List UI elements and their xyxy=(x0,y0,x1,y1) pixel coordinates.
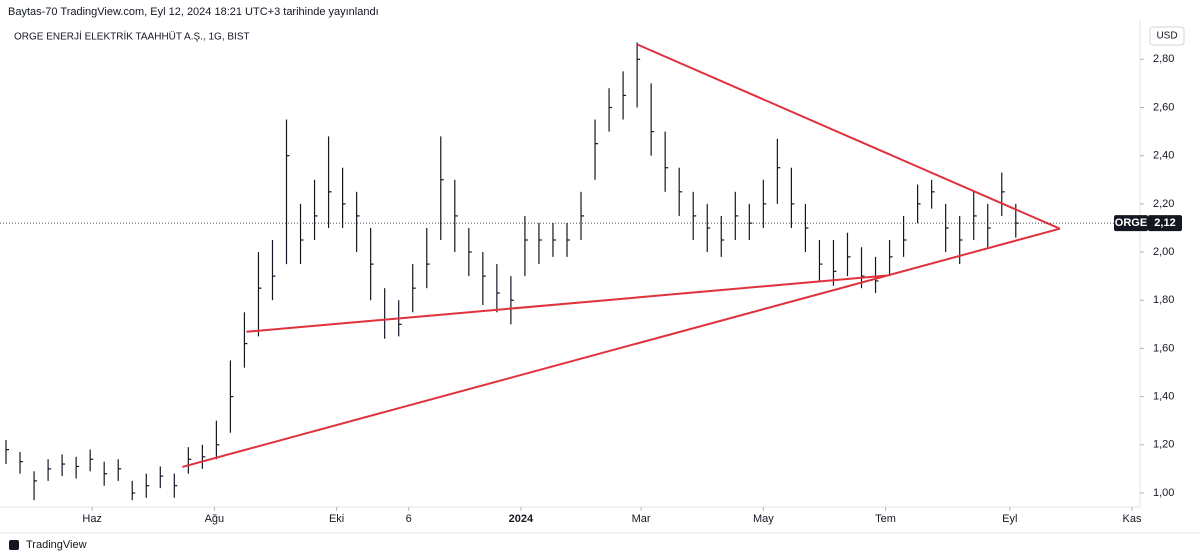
y-tick-label: 2,40 xyxy=(1153,150,1174,162)
currency: USD xyxy=(1156,31,1177,42)
y-tick-label: 1,60 xyxy=(1153,342,1174,354)
trendline xyxy=(182,227,1061,468)
currency-box xyxy=(1149,26,1185,46)
symbol-label: ORGE xyxy=(1115,217,1147,229)
x-tick-label: Ağu xyxy=(205,513,225,525)
price-tag xyxy=(1148,215,1182,232)
y-tick-label: 2,20 xyxy=(1153,198,1174,210)
y-tick-label: 2,60 xyxy=(1153,101,1174,113)
tv-logo xyxy=(9,540,19,550)
y-tick-label: 2,80 xyxy=(1153,53,1174,65)
x-tick-label: Eki xyxy=(329,513,344,525)
trendline xyxy=(636,43,1061,230)
x-tick-label: 6 xyxy=(406,513,412,525)
x-tick-label: Tem xyxy=(875,513,896,525)
x-tick-label: May xyxy=(753,513,774,525)
chart-title: ORGE ENERJİ ELEKTRİK TAAHHÜT A.Ş., 1G, B… xyxy=(14,30,250,43)
publish-header: Baytas-70 TradingView.com, Eyl 12, 2024 … xyxy=(8,6,379,18)
y-tick-label: 1,40 xyxy=(1153,390,1174,402)
x-tick-label: Eyl xyxy=(1002,513,1017,525)
x-tick-label: Kas xyxy=(1123,513,1142,525)
x-tick-label: 2024 xyxy=(509,513,534,525)
y-tick-label: 1,00 xyxy=(1153,487,1174,499)
footer-brand: TradingView xyxy=(26,539,87,551)
y-tick-label: 2,00 xyxy=(1153,246,1174,258)
x-tick-label: Haz xyxy=(82,513,102,525)
symbol-tag xyxy=(1114,215,1148,232)
price-label: 2,12 xyxy=(1154,217,1175,229)
y-tick-label: 1,20 xyxy=(1153,439,1174,451)
x-tick-label: Mar xyxy=(632,513,651,525)
y-tick-label: 1,80 xyxy=(1153,294,1174,306)
trendline xyxy=(246,274,886,333)
